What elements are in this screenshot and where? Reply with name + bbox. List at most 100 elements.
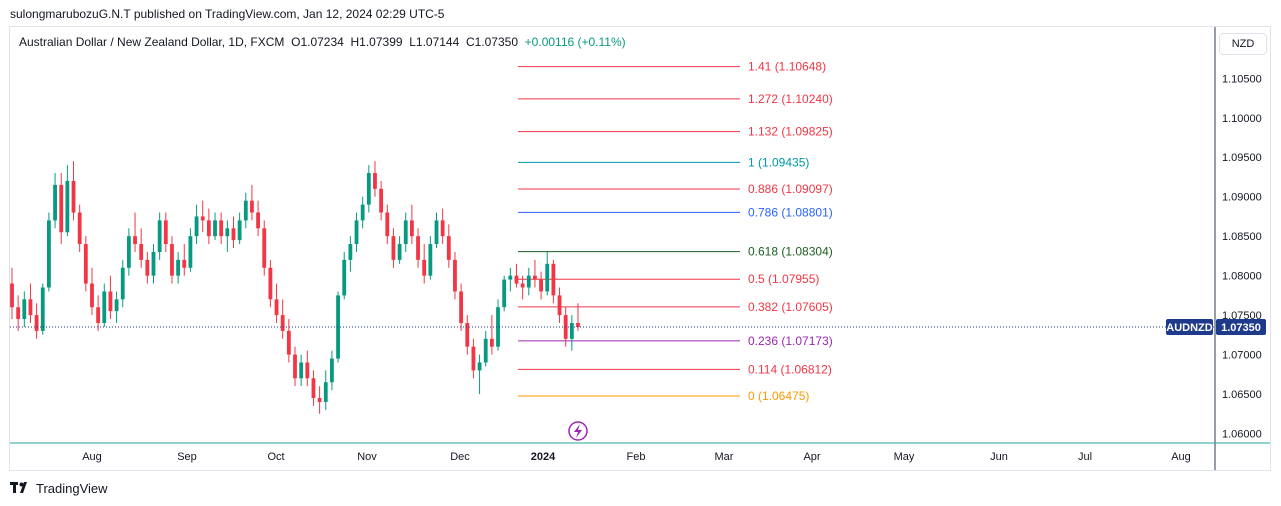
axis-lines (10, 27, 1270, 470)
candle-body (176, 259, 181, 276)
price-tag (1216, 318, 1266, 335)
candle-body (379, 188, 384, 213)
candle-body (77, 212, 82, 245)
candle-body (237, 220, 242, 241)
candle-body (453, 259, 457, 292)
candle-body (268, 267, 273, 300)
candle-body (539, 279, 543, 292)
fib-level-label: 0.5 (1.07955) (748, 272, 819, 286)
fib-level-label: 1.132 (1.09825) (748, 125, 833, 139)
y-tick-label: 1.10500 (1222, 73, 1262, 85)
candle-body (533, 275, 537, 280)
candle-body (280, 315, 285, 331)
fib-level-label: 0.114 (1.06812) (748, 362, 832, 376)
fib-level-label: 1.41 (1.10648) (748, 60, 826, 74)
candle-body (40, 287, 45, 331)
candle-body (483, 338, 488, 363)
legend-open: O1.07234 (291, 35, 344, 49)
candle-body (28, 299, 33, 316)
y-tick-label: 1.09500 (1222, 152, 1262, 164)
fib-levels: 1.41 (1.10648) 1.272 (1.10240) 1.132 (1.09… (518, 60, 833, 403)
candle-body (459, 291, 464, 324)
candle-body (96, 307, 101, 324)
x-tick-label: Sep (177, 451, 197, 463)
x-tick-label: Dec (450, 451, 470, 463)
fib-level-label: 1 (1.09435) (748, 155, 809, 169)
candle-body (139, 244, 144, 260)
candle-body (496, 307, 500, 347)
candle-body (391, 236, 396, 260)
candle-body (114, 299, 119, 312)
candle-body (120, 267, 125, 300)
candle-body (83, 244, 88, 284)
candle-body (440, 220, 445, 237)
candle-body (526, 275, 531, 288)
tradingview-logo-icon (10, 481, 27, 493)
candle-body (551, 263, 556, 296)
candle-body (514, 275, 519, 284)
x-tick-label: Jun (990, 451, 1008, 463)
x-tick-label: May (894, 451, 915, 463)
candle-body (311, 378, 316, 399)
candle-body (65, 180, 70, 233)
fib-level-label: 0.236 (1.07173) (748, 334, 833, 348)
candle-body (170, 244, 174, 276)
legend-low: L1.07144 (409, 35, 460, 49)
candle-body (59, 184, 64, 233)
candle-body (126, 236, 131, 268)
y-tick-label: 1.09000 (1222, 192, 1262, 204)
candle-body (250, 200, 254, 213)
candle-body (342, 259, 347, 296)
candle-body (348, 244, 353, 260)
candle-body (416, 236, 420, 260)
candle-body (188, 236, 193, 268)
candle-body (576, 323, 580, 327)
candle-body (385, 212, 390, 237)
last-price-line: AUDNZD 1.07350 (10, 318, 1266, 335)
candle-body (213, 220, 217, 237)
candle-body (151, 251, 156, 276)
candle-body (520, 283, 525, 288)
candle-body (102, 291, 107, 324)
candle-body (465, 323, 470, 347)
candle-body (231, 228, 236, 241)
y-tick-label: 1.08500 (1222, 231, 1262, 243)
x-tick-label: Jul (1078, 451, 1092, 463)
candle-body (403, 220, 408, 245)
candle-body (477, 362, 482, 371)
candle-body (219, 220, 224, 237)
chart-legend: Australian Dollar / New Zealand Dollar, … (19, 35, 626, 49)
candle-body (182, 259, 187, 268)
y-tick-label: 1.06500 (1222, 389, 1262, 401)
candle-body (256, 212, 260, 229)
fib-level-label: 1.272 (1.10240) (748, 92, 833, 106)
candle-body (397, 244, 402, 260)
candle-body (354, 220, 359, 245)
candles (10, 161, 580, 414)
published-caption: sulongmarubozuG.N.T published on Trading… (10, 7, 445, 21)
currency-button[interactable]: NZD (1219, 33, 1267, 55)
fib-level-label: 0.382 (1.07605) (748, 300, 833, 314)
fib-level-label: 0.786 (1.08801) (748, 205, 833, 219)
candle-body (108, 291, 113, 312)
symbol-tag-text: AUDNZD (1166, 322, 1212, 334)
candle-body (34, 315, 39, 331)
candle-body (274, 299, 279, 316)
legend-high: H1.07399 (350, 35, 403, 49)
chart-frame (9, 26, 1271, 471)
price-axis: 1.10500 1.10000 1.09500 1.09000 1.08500 1.080… (1222, 73, 1262, 440)
y-tick-label: 1.08000 (1222, 271, 1262, 283)
fib-level-label: 0.886 (1.09097) (748, 182, 833, 196)
chart-extras (568, 421, 588, 441)
legend-change: +0.00116 (+0.11%) (524, 35, 626, 49)
y-tick-label: 1.07000 (1222, 350, 1262, 362)
lightning-icon (574, 424, 582, 438)
candle-body (373, 173, 377, 189)
candle-body (243, 200, 248, 221)
legend-close: C1.07350 (465, 35, 518, 49)
candle-body (409, 220, 414, 237)
candle-body (225, 228, 230, 237)
x-tick-label: Feb (627, 451, 646, 463)
x-tick-label: Nov (357, 451, 377, 463)
